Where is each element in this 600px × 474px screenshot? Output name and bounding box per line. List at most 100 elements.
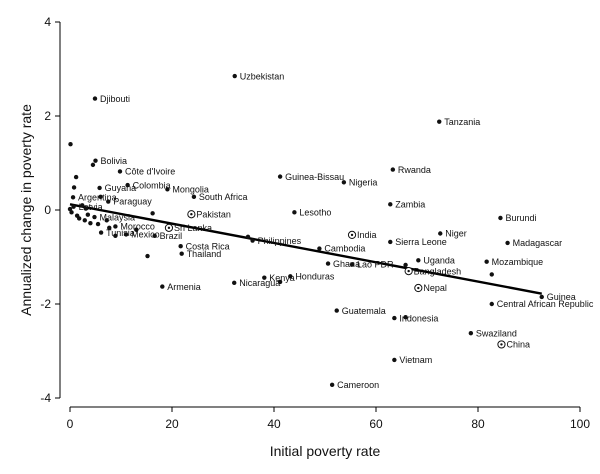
data-point-25 xyxy=(350,233,354,237)
data-point-36 xyxy=(349,262,355,267)
point-label-22: Tunisia xyxy=(106,228,135,238)
data-point-19 xyxy=(498,215,503,221)
point-label-34: Mozambique xyxy=(492,257,544,267)
point-label-46: Indonesia xyxy=(399,313,438,323)
point-label-41: Armenia xyxy=(167,282,201,292)
y-tick-label-1: -2 xyxy=(40,297,51,311)
point-label-1: Djibouti xyxy=(100,94,130,104)
point-label-26: Niger xyxy=(445,229,467,239)
data-point-15 xyxy=(71,204,76,209)
point-label-39: Kenya xyxy=(269,273,295,283)
point-label-20: Morocco xyxy=(120,222,155,232)
x-tick-label-2: 40 xyxy=(267,417,281,431)
point-label-12: South Africa xyxy=(199,192,248,202)
data-point-unlabeled-1 xyxy=(67,206,73,212)
y-tick-label-0: -4 xyxy=(40,391,51,405)
point-label-6: Guinea-Bissau xyxy=(285,172,344,182)
data-point-unlabeled-14 xyxy=(98,194,103,200)
data-point-6 xyxy=(277,174,283,179)
data-point-unlabeled-9 xyxy=(83,206,89,211)
data-point-18 xyxy=(92,214,97,220)
data-point-27 xyxy=(250,238,255,243)
y-ticks: -4 -2 0 2 4 xyxy=(40,15,60,405)
point-label-16: Pakistan xyxy=(196,209,231,219)
data-point-unlabeled-22 xyxy=(277,279,283,285)
x-tick-label-1: 20 xyxy=(165,417,179,431)
point-label-9: Guyana xyxy=(105,183,137,193)
point-label-15: Latvia xyxy=(79,202,103,212)
data-point-unlabeled-8 xyxy=(82,218,87,223)
y-tick-label-3: 2 xyxy=(44,109,51,123)
data-point-47 xyxy=(468,330,474,336)
data-point-39 xyxy=(262,275,267,280)
point-label-0: Uzbekistan xyxy=(240,71,285,81)
data-point-46 xyxy=(392,315,397,321)
data-point-16 xyxy=(190,213,193,216)
point-label-49: Vietnam xyxy=(399,355,432,365)
point-label-30: Costa Rica xyxy=(186,241,230,251)
data-point-unlabeled-3 xyxy=(71,185,77,190)
data-point-17 xyxy=(292,210,297,215)
data-point-50 xyxy=(329,382,335,388)
data-point-unlabeled-2 xyxy=(69,210,74,215)
point-label-29: Madagascar xyxy=(513,238,563,248)
x-ticks: 0 20 40 60 80 100 xyxy=(67,407,590,431)
data-point-unlabeled-11 xyxy=(88,220,93,226)
data-point-unlabeled-12 xyxy=(90,162,96,168)
data-point-32 xyxy=(179,251,184,256)
point-label-35: Ghana xyxy=(333,259,360,269)
point-label-45: Guatemala xyxy=(342,306,386,316)
data-point-31 xyxy=(317,246,322,251)
data-point-unlabeled-23 xyxy=(403,262,408,268)
data-point-34 xyxy=(484,259,489,264)
data-point-unlabeled-19 xyxy=(145,253,150,259)
data-point-40 xyxy=(232,280,237,286)
data-point-unlabeled-21 xyxy=(245,234,251,239)
data-point-28 xyxy=(388,239,393,245)
point-label-32: Thailand xyxy=(187,249,222,259)
data-point-4 xyxy=(117,169,123,174)
point-label-31: Cambodia xyxy=(324,244,365,254)
point-label-33: Uganda xyxy=(423,255,455,265)
data-point-13 xyxy=(106,199,111,204)
data-point-unlabeled-18 xyxy=(134,227,139,232)
point-label-2: Tanzania xyxy=(444,117,480,127)
point-label-14: Zambia xyxy=(395,200,425,210)
data-point-42 xyxy=(417,286,420,290)
data-point-5 xyxy=(390,167,396,172)
data-point-unlabeled-20 xyxy=(150,211,155,216)
point-label-43: Guinea xyxy=(547,292,576,302)
point-label-48: China xyxy=(506,340,530,350)
point-label-42: Nepal xyxy=(423,283,447,293)
data-point-35 xyxy=(325,261,331,266)
data-point-2 xyxy=(437,119,442,124)
y-tick-label-4: 4 xyxy=(44,15,51,29)
data-point-30 xyxy=(178,243,183,249)
point-label-4: Côte d'Ivoire xyxy=(125,167,175,177)
point-label-50: Cameroon xyxy=(337,380,379,390)
point-label-8: Colombia xyxy=(133,180,171,190)
point-label-19: Burundi xyxy=(505,213,536,223)
data-point-8 xyxy=(125,182,130,188)
data-point-44 xyxy=(489,301,494,307)
data-point-unlabeled-13 xyxy=(95,221,101,227)
data-point-20 xyxy=(113,224,118,229)
data-point-12 xyxy=(191,194,197,200)
x-axis-title: Initial poverty rate xyxy=(270,443,381,459)
data-point-33 xyxy=(416,258,421,263)
data-point-unlabeled-6 xyxy=(76,216,82,221)
data-point-11 xyxy=(70,195,76,200)
point-label-27: Philippines xyxy=(258,236,302,246)
data-point-1 xyxy=(92,96,98,101)
data-point-22 xyxy=(98,230,104,235)
data-point-21 xyxy=(167,226,171,230)
point-label-5: Rwanda xyxy=(398,165,431,175)
point-label-21: Sri Lanka xyxy=(174,223,212,233)
point-label-44: Central African Republic xyxy=(497,299,594,309)
data-point-unlabeled-24 xyxy=(403,314,408,320)
fit-line xyxy=(69,203,542,295)
data-point-37 xyxy=(407,269,410,273)
